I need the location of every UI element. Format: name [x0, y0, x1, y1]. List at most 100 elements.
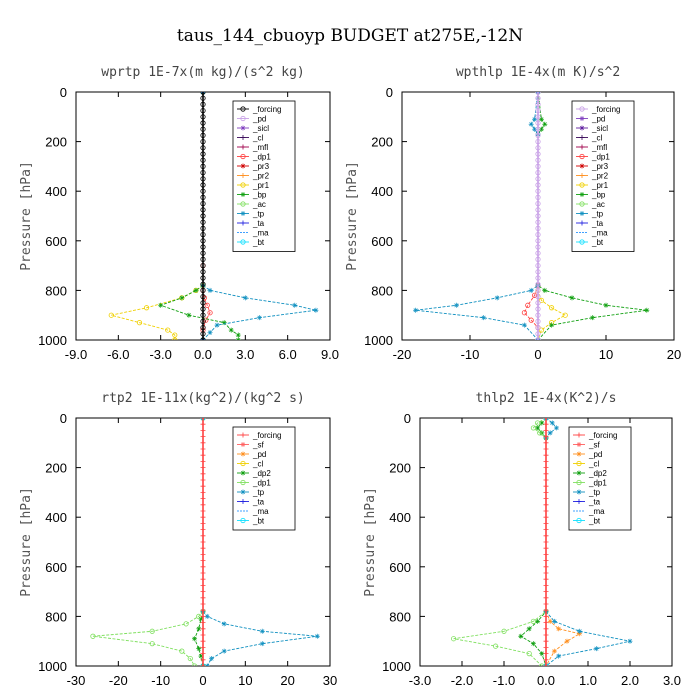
y-tick-label: 600 — [389, 560, 411, 575]
legend-label: _ma — [252, 229, 269, 238]
legend-entry: _bp — [237, 191, 267, 200]
legend-label: _tp — [252, 210, 265, 219]
legend-entry: _forcing — [576, 105, 620, 114]
series-pr1 — [108, 92, 206, 340]
legend-entry: _cl — [237, 460, 263, 469]
legend-entry: _dp2 — [237, 469, 271, 478]
legend-label: _forcing — [252, 431, 281, 440]
x-tick-label: 20 — [667, 347, 681, 362]
x-tick-label: -20 — [109, 673, 128, 688]
y-tick-label: 400 — [45, 510, 67, 525]
legend-label: _dp1 — [252, 153, 271, 162]
legend-label: _cl — [591, 134, 602, 143]
legend-label: _dp2 — [588, 469, 607, 478]
legend-label: _tp — [252, 488, 265, 497]
y-axis-label: Pressure [hPa] — [19, 161, 34, 271]
x-tick-label: 1.0 — [579, 673, 597, 688]
y-tick-label: 400 — [45, 184, 67, 199]
y-tick-label: 0 — [404, 411, 411, 426]
y-tick-label: 600 — [45, 560, 67, 575]
legend-entry: _bt — [237, 238, 265, 247]
legend-entry: _pd — [576, 115, 605, 124]
x-tick-label: 3.0 — [663, 673, 681, 688]
legend-label: _tp — [591, 210, 604, 219]
legend-entry: _dp1 — [573, 479, 607, 488]
legend-entry: _pr1 — [576, 181, 609, 190]
panel-title: wpthlp 1E-4x(m K)/s^2 — [456, 65, 620, 80]
legend-entry: _pd — [573, 450, 602, 459]
legend-label: _pd — [252, 450, 266, 459]
legend-entry: _ac — [237, 200, 266, 209]
panel-title: thlp2 1E-4x(K^2)/s — [476, 391, 617, 406]
legend-label: _tp — [588, 488, 601, 497]
y-tick-label: 0 — [386, 85, 393, 100]
panel-title: wprtp 1E-7x(m kg)/(s^2 kg) — [101, 65, 305, 80]
y-tick-label: 0 — [60, 85, 67, 100]
legend-label: _cl — [588, 460, 599, 469]
series-bp — [158, 92, 241, 340]
legend-entry: _ta — [576, 219, 604, 228]
x-tick-label: 0 — [534, 347, 541, 362]
y-axis-label: Pressure [hPa] — [19, 487, 34, 597]
legend-label: _pd — [588, 450, 602, 459]
legend-entry: _forcing — [237, 105, 281, 114]
x-tick-label: -10 — [151, 673, 170, 688]
y-axis-label: Pressure [hPa] — [363, 487, 378, 597]
legend-label: _mfl — [252, 143, 268, 152]
y-tick-label: 1000 — [38, 333, 67, 348]
legend-label: _pr3 — [252, 162, 270, 171]
x-tick-label: -1.0 — [493, 673, 515, 688]
legend: _forcing_pd_sicl_cl_mfl_dp1_pr3_pr2_pr1_… — [232, 100, 296, 252]
legend-entry: _tp — [237, 210, 265, 219]
x-tick-label: 10 — [599, 347, 613, 362]
legend-entry: _dp2 — [573, 469, 607, 478]
y-tick-label: 600 — [371, 234, 393, 249]
legend-label: _cl — [252, 460, 263, 469]
legend-label: _dp2 — [252, 469, 271, 478]
legend-entry: _sf — [573, 441, 600, 450]
y-tick-label: 800 — [45, 609, 67, 624]
legend-label: _sf — [252, 441, 264, 450]
legend-entry: _dp1 — [237, 479, 271, 488]
legend-label: _bt — [252, 517, 265, 526]
legend-label: _pr2 — [591, 172, 609, 181]
x-tick-label: 6.0 — [279, 347, 297, 362]
x-tick-label: -9.0 — [65, 347, 87, 362]
series-dp1 — [450, 418, 549, 666]
legend-label: _pd — [591, 115, 605, 124]
legend-entry: _cl — [237, 134, 263, 143]
y-tick-label: 400 — [389, 510, 411, 525]
legend-label: _ta — [588, 498, 601, 507]
x-tick-label: -6.0 — [107, 347, 129, 362]
legend-label: _forcing — [591, 105, 620, 114]
y-tick-label: 400 — [371, 184, 393, 199]
legend: _forcing_pd_sicl_cl_mfl_dp1_pr3_pr2_pr1_… — [571, 100, 635, 252]
legend-label: _ac — [591, 200, 605, 209]
legend-entry: _ma — [573, 507, 605, 516]
legend-label: _pr2 — [252, 172, 270, 181]
legend-entry: _cl — [573, 460, 599, 469]
legend-label: _forcing — [252, 105, 281, 114]
x-tick-label: 0.0 — [194, 347, 212, 362]
legend-entry: _ma — [576, 229, 608, 238]
legend-label: _ma — [591, 229, 608, 238]
y-tick-label: 600 — [45, 234, 67, 249]
x-tick-label: -2.0 — [451, 673, 473, 688]
legend: _forcing_sf_pd_cl_dp2_dp1_tp_ta_ma_bt — [568, 426, 632, 531]
legend-entry: _dp1 — [576, 153, 610, 162]
legend-label: _ac — [252, 200, 266, 209]
legend-label: _dp1 — [588, 479, 607, 488]
series-tp — [413, 92, 541, 340]
y-tick-label: 1000 — [38, 659, 67, 674]
legend-label: _mfl — [591, 143, 607, 152]
legend-entry: _bt — [576, 238, 604, 247]
legend-entry: _pd — [237, 115, 266, 124]
legend-label: _cl — [252, 134, 263, 143]
legend-entry: _forcing — [573, 431, 617, 440]
legend-entry: _tp — [576, 210, 604, 219]
x-tick-label: 20 — [280, 673, 294, 688]
y-tick-label: 200 — [45, 135, 67, 150]
x-tick-label: -30 — [67, 673, 86, 688]
legend-entry: _sicl — [237, 124, 269, 133]
